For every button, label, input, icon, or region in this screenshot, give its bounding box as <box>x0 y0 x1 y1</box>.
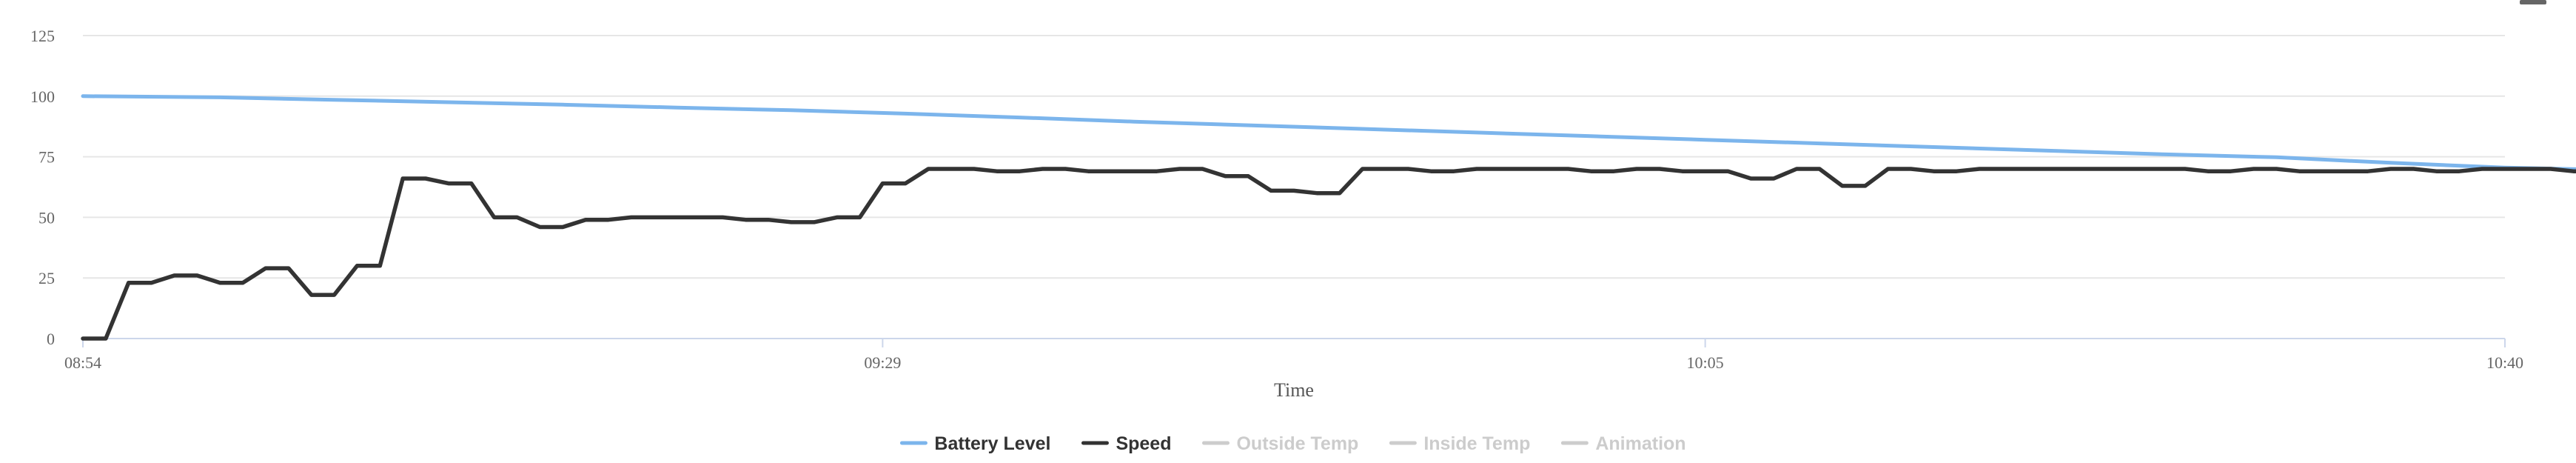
legend-label: Speed <box>1116 433 1171 454</box>
chart-menu-icon[interactable] <box>2520 0 2546 4</box>
y-tick-label: 0 <box>47 330 55 348</box>
x-tick-label: 08:54 <box>64 353 101 372</box>
series-line-speed[interactable] <box>81 167 2576 341</box>
x-axis-tick-labels: 08:54 09:29 10:05 10:40 <box>64 339 2523 372</box>
legend-label: Inside Temp <box>1423 433 1530 454</box>
y-tick-label: 50 <box>38 208 55 227</box>
chart-gridlines <box>83 35 2505 279</box>
x-axis-title: Time <box>1274 379 1314 401</box>
legend-item-speed[interactable]: Speed <box>1081 433 1171 454</box>
legend-item-outside-temp[interactable]: Outside Temp <box>1201 433 1358 454</box>
legend-label: Animation <box>1595 433 1686 454</box>
x-tick-label: 10:05 <box>1687 353 1724 372</box>
y-tick-label: 25 <box>38 269 55 287</box>
legend-label: Battery Level <box>934 433 1050 454</box>
legend-label: Outside Temp <box>1236 433 1358 454</box>
legend-item-animation[interactable]: Animation <box>1560 433 1686 454</box>
chart-legend: Battery Level Speed Outside Temp Inside Tem… <box>899 433 1686 454</box>
legend-item-inside-temp[interactable]: Inside Temp <box>1389 433 1530 454</box>
y-axis-tick-labels: 0 25 50 75 100 125 <box>30 27 55 348</box>
series-lines <box>81 94 2576 341</box>
x-tick-label: 09:29 <box>864 353 901 372</box>
y-tick-label: 75 <box>38 148 55 167</box>
series-line-battery-level[interactable] <box>81 94 2576 181</box>
x-tick-label: 10:40 <box>2486 353 2523 372</box>
y-tick-label: 100 <box>30 87 55 106</box>
y-tick-label: 125 <box>30 27 55 45</box>
legend-item-battery-level[interactable]: Battery Level <box>899 433 1050 454</box>
